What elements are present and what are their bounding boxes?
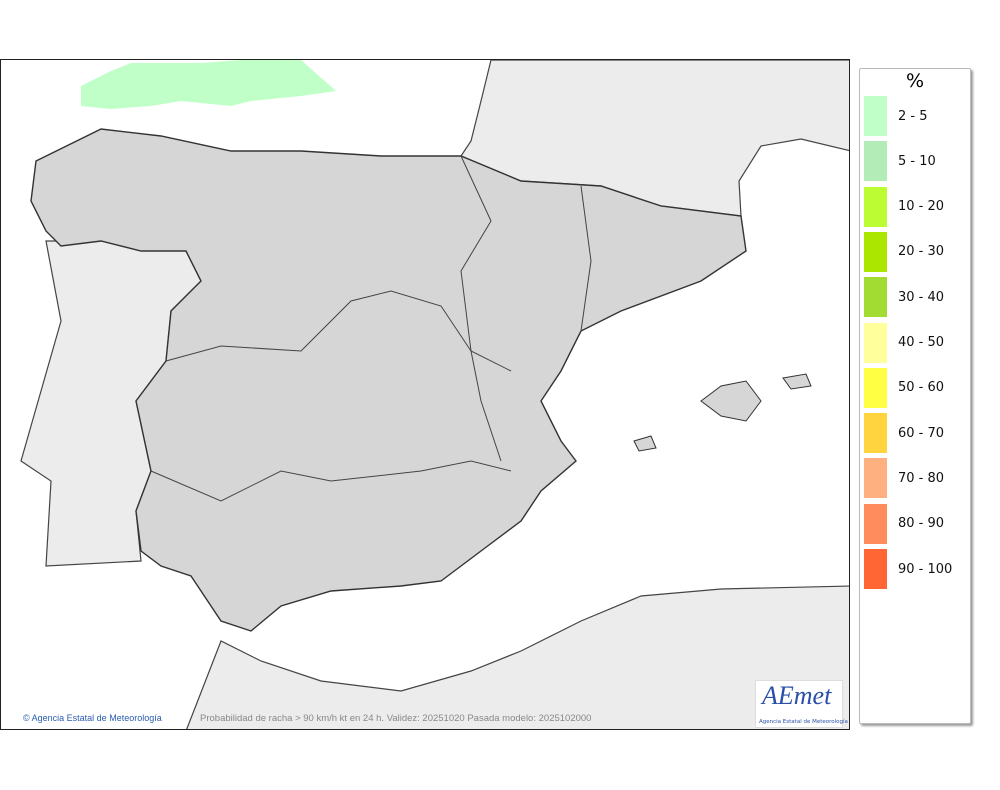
legend-swatch	[864, 367, 887, 408]
legend-item: 20 - 30	[864, 231, 944, 273]
balearic-islands	[633, 373, 812, 452]
legend-item: 80 - 90	[864, 503, 944, 545]
legend-label: 70 - 80	[898, 470, 945, 486]
legend-label: 20 - 30	[898, 244, 945, 260]
legend-swatch	[864, 186, 887, 227]
region-borders	[150, 155, 592, 502]
legend-swatch	[864, 413, 887, 454]
legend-item: 50 - 60	[864, 367, 944, 409]
legend-item: 2 - 5	[864, 95, 928, 137]
legend-swatch	[864, 503, 887, 544]
legend-label: 80 - 90	[898, 516, 945, 532]
probability-area	[81, 60, 336, 109]
legend: % 2 - 5 5 - 10 10 - 20 20 - 30 30 - 40 40 - 5…	[859, 68, 971, 724]
legend-swatch	[864, 322, 887, 363]
legend-label: 50 - 60	[898, 380, 945, 396]
copyright-credit: © Agencia Estatal de Meteorología	[23, 713, 162, 723]
legend-item: 5 - 10	[864, 140, 936, 182]
legend-item: 40 - 50	[864, 322, 944, 364]
legend-swatch	[864, 141, 887, 182]
legend-label: 30 - 40	[898, 289, 945, 305]
legend-label: 2 - 5	[898, 108, 928, 124]
legend-swatch	[864, 549, 887, 589]
legend-label: 60 - 70	[898, 425, 945, 441]
legend-item: 70 - 80	[864, 457, 944, 499]
legend-swatch	[864, 96, 887, 136]
legend-label: 5 - 10	[898, 153, 936, 169]
legend-label: 10 - 20	[898, 199, 945, 215]
aemet-logo: AEmet Agencia Estatal de Meteorología	[755, 680, 848, 728]
africa	[186, 585, 849, 729]
legend-item: 90 - 100	[864, 548, 952, 590]
spain-land	[30, 128, 747, 632]
legend-item: 10 - 20	[864, 186, 944, 228]
legend-swatch	[864, 231, 887, 272]
legend-swatch	[864, 277, 887, 318]
map-caption: Probabilidad de racha > 90 km/h kt en 24…	[200, 713, 592, 724]
legend-label: 40 - 50	[898, 335, 945, 350]
legend-swatch	[864, 458, 887, 499]
probability-map: © Agencia Estatal de Meteorología Probab…	[0, 59, 850, 730]
legend-unit: %	[905, 70, 925, 92]
foreign-land	[20, 60, 849, 729]
legend-label: 90 - 100	[898, 561, 953, 577]
legend-item: 30 - 40	[864, 276, 944, 318]
legend-item: 60 - 70	[864, 412, 944, 454]
